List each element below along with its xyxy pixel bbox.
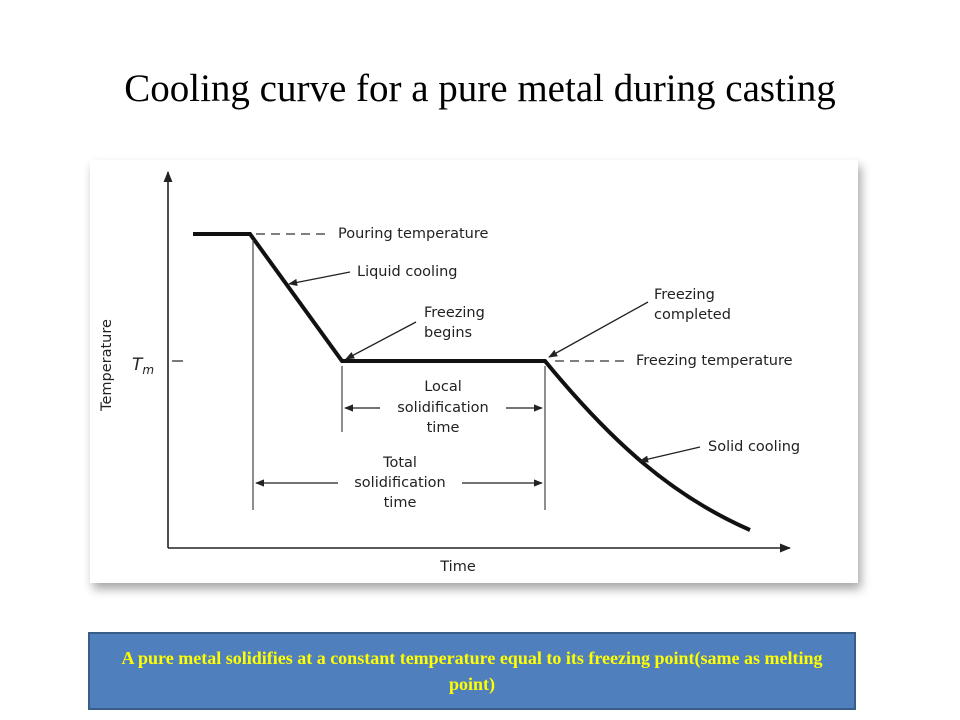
cooling-curve	[193, 232, 751, 532]
label: time	[384, 495, 417, 511]
leader-arrow	[548, 301, 649, 358]
tm-label: Tm	[132, 355, 154, 377]
label: time	[427, 420, 460, 436]
tm-symbol: T	[132, 355, 144, 375]
leader-arrow	[288, 271, 351, 286]
label: completed	[654, 307, 731, 323]
x-axis-label: Time	[439, 559, 476, 575]
diagram-panel	[90, 160, 858, 583]
label: Freezing	[654, 287, 715, 303]
label: Freezing temperature	[636, 353, 793, 369]
caption: A pure metal solidifies at a constant te…	[121, 648, 823, 694]
y-axis-label: Temperature	[99, 319, 115, 412]
slide-title: Cooling curve for a pure metal during ca…	[124, 67, 836, 110]
label: Liquid cooling	[357, 264, 458, 280]
label: solidification	[397, 400, 488, 416]
leader-arrow	[639, 446, 701, 463]
label: begins	[424, 325, 472, 341]
leader-arrow	[345, 321, 417, 360]
label: Solid cooling	[708, 439, 800, 455]
label: Total	[382, 455, 417, 471]
label: Pouring temperature	[338, 226, 489, 242]
tm-subscript: m	[142, 363, 154, 377]
label: solidification	[354, 475, 445, 491]
label: Freezing	[424, 305, 485, 321]
label: Local	[424, 379, 462, 395]
caption-box: A pure metal solidifies at a constant te…	[88, 632, 856, 710]
